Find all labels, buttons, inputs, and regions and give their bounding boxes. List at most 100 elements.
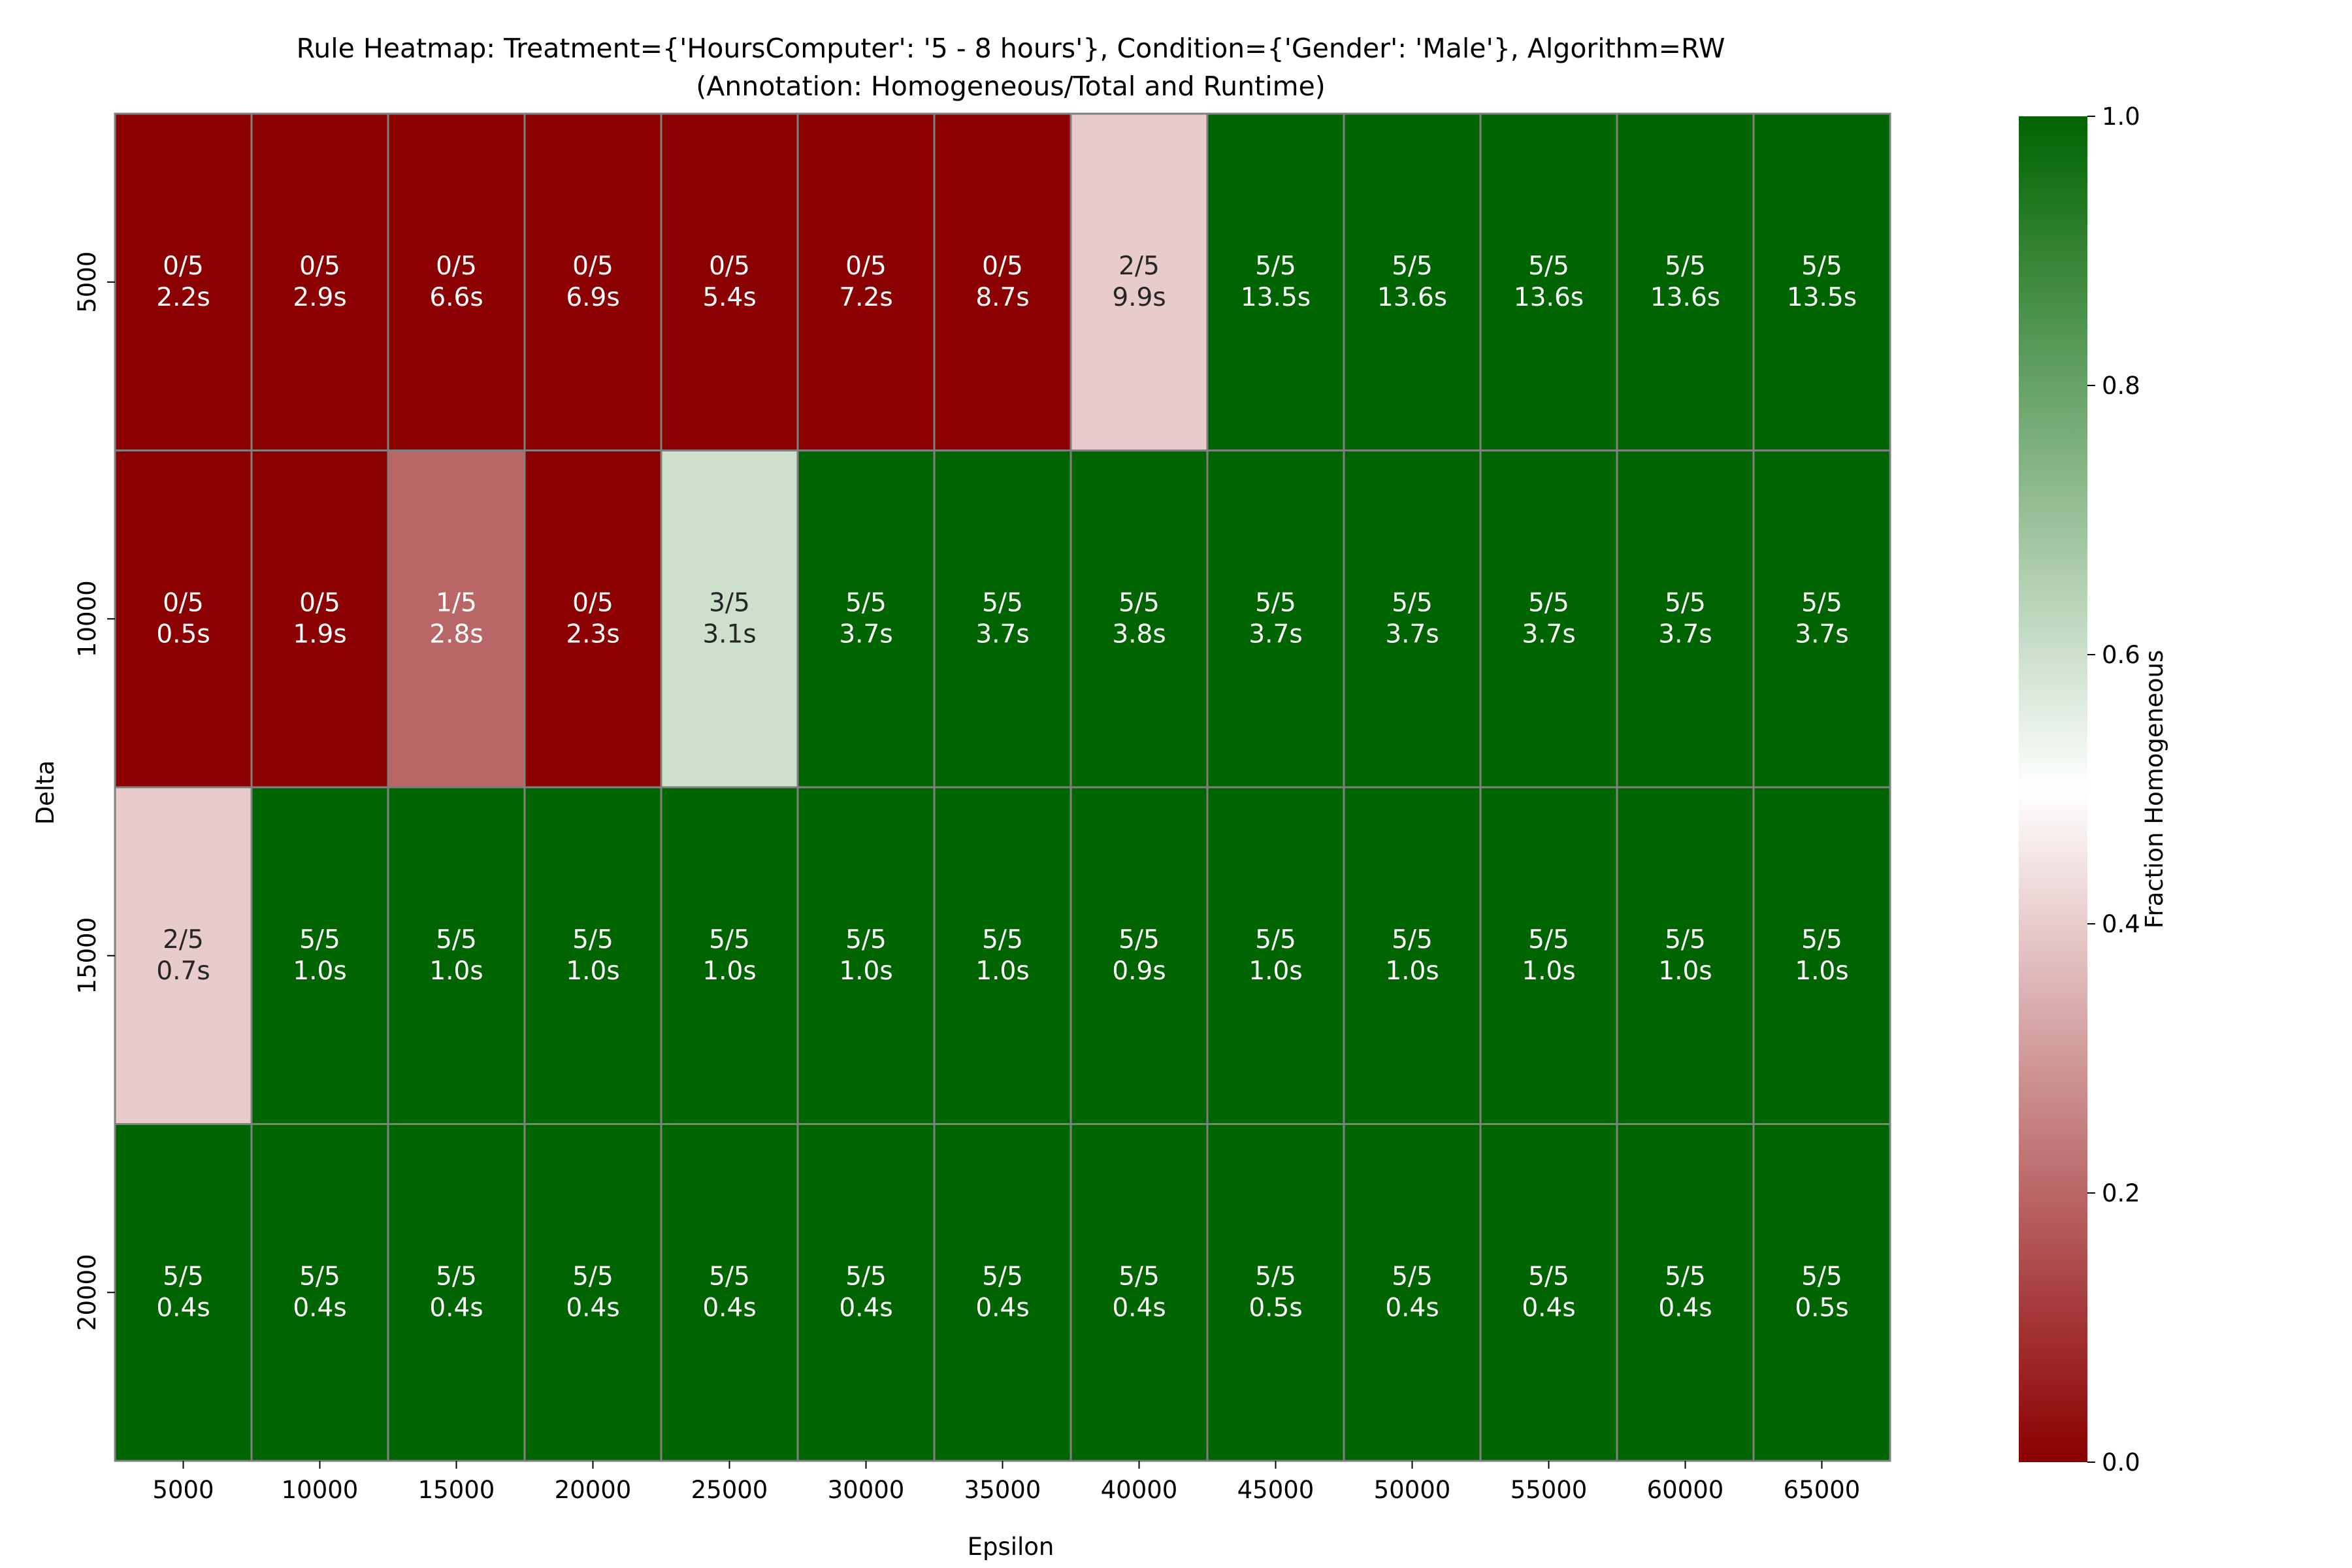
heatmap-cell xyxy=(933,786,1072,1125)
cell-runtime-label: 1.0s xyxy=(293,956,346,986)
cell-ratio-label: 5/5 xyxy=(299,1262,340,1291)
heatmap-cell xyxy=(250,1123,389,1462)
y-tick-label: 20000 xyxy=(73,1254,101,1331)
cell-ratio-label: 5/5 xyxy=(1392,252,1433,281)
x-axis-label: Epsilon xyxy=(968,1533,1054,1561)
heatmap-cell xyxy=(114,449,253,789)
cell-runtime-label: 1.0s xyxy=(702,956,756,986)
cell-runtime-label: 13.5s xyxy=(1241,283,1311,312)
heatmap-cell xyxy=(1343,449,1482,789)
cell-runtime-label: 0.7s xyxy=(156,956,210,986)
cell-ratio-label: 0/5 xyxy=(436,252,477,281)
heatmap-cell xyxy=(387,112,526,451)
cell-runtime-label: 13.5s xyxy=(1787,283,1857,312)
cell-runtime-label: 3.8s xyxy=(1112,619,1166,649)
cell-runtime-label: 0.4s xyxy=(1112,1293,1166,1322)
cell-runtime-label: 1.0s xyxy=(429,956,483,986)
colorbar-tick-label: 1.0 xyxy=(2102,103,2140,131)
cell-ratio-label: 0/5 xyxy=(163,252,204,281)
heatmap-cell xyxy=(387,786,526,1125)
cell-runtime-label: 0.4s xyxy=(429,1293,483,1322)
x-tick-label: 25000 xyxy=(691,1476,768,1504)
cell-ratio-label: 0/5 xyxy=(163,588,204,617)
cell-ratio-label: 3/5 xyxy=(709,588,750,617)
heatmap-cell xyxy=(1752,112,1891,451)
heatmap-cell xyxy=(1343,786,1482,1125)
heatmap-cell xyxy=(796,786,936,1125)
heatmap-cell xyxy=(1343,1123,1482,1462)
cell-ratio-label: 5/5 xyxy=(1801,1262,1842,1291)
heatmap-cell xyxy=(114,1123,253,1462)
heatmap-cell xyxy=(796,1123,936,1462)
cell-runtime-label: 0.9s xyxy=(1112,956,1166,986)
heatmap-cell xyxy=(1070,112,1209,451)
cell-ratio-label: 5/5 xyxy=(1528,1262,1569,1291)
heatmap-cell xyxy=(660,786,799,1125)
cell-ratio-label: 5/5 xyxy=(1801,588,1842,617)
heatmap-cell xyxy=(1752,786,1891,1125)
colorbar-tick-label: 0.8 xyxy=(2102,372,2140,400)
cell-runtime-label: 1.0s xyxy=(566,956,619,986)
colorbar-tick-label: 0.4 xyxy=(2102,910,2140,938)
heatmap-cell xyxy=(114,112,253,451)
heatmap-cell xyxy=(1479,1123,1618,1462)
heatmap-cell xyxy=(933,449,1072,789)
cell-ratio-label: 5/5 xyxy=(572,925,613,955)
heatmap-cell xyxy=(1752,1123,1891,1462)
cell-ratio-label: 2/5 xyxy=(1119,252,1160,281)
cell-ratio-label: 5/5 xyxy=(1801,252,1842,281)
cell-runtime-label: 0.5s xyxy=(1795,1293,1848,1322)
cell-ratio-label: 5/5 xyxy=(845,925,887,955)
cell-runtime-label: 5.4s xyxy=(702,283,756,312)
x-axis: 5000 10000 15000 20000 25000 30000 35000 40000 4… xyxy=(152,1461,1860,1504)
x-tick-label: 55000 xyxy=(1511,1476,1588,1504)
cell-ratio-label: 0/5 xyxy=(299,588,340,617)
cell-runtime-label: 0.4s xyxy=(566,1293,619,1322)
heatmap-cell xyxy=(1616,112,1755,451)
cell-ratio-label: 5/5 xyxy=(1119,588,1160,617)
cell-ratio-label: 5/5 xyxy=(982,1262,1023,1291)
heatmap-cell xyxy=(523,449,662,789)
x-tick-label: 50000 xyxy=(1374,1476,1451,1504)
x-tick-label: 45000 xyxy=(1237,1476,1315,1504)
heatmap-cell xyxy=(660,1123,799,1462)
heatmap-cell xyxy=(1343,112,1482,451)
cell-runtime-label: 13.6s xyxy=(1650,283,1720,312)
cell-runtime-label: 3.7s xyxy=(1658,619,1712,649)
x-tick-label: 10000 xyxy=(282,1476,359,1504)
heatmap-cell xyxy=(1479,112,1618,451)
cell-ratio-label: 0/5 xyxy=(299,252,340,281)
cell-runtime-label: 2.8s xyxy=(429,619,483,649)
cell-ratio-label: 5/5 xyxy=(299,925,340,955)
cell-runtime-label: 7.2s xyxy=(839,283,892,312)
cell-runtime-label: 1.0s xyxy=(1658,956,1712,986)
cell-runtime-label: 0.5s xyxy=(1249,1293,1302,1322)
heatmap-cell xyxy=(1206,1123,1345,1462)
cell-ratio-label: 5/5 xyxy=(982,925,1023,955)
cell-runtime-label: 0.4s xyxy=(1658,1293,1712,1322)
heatmap-cell xyxy=(1206,449,1345,789)
cell-ratio-label: 5/5 xyxy=(163,1262,204,1291)
cell-runtime-label: 1.0s xyxy=(1795,956,1848,986)
heatmap-cell xyxy=(1616,449,1755,789)
cell-runtime-label: 0.4s xyxy=(156,1293,210,1322)
cell-runtime-label: 0.5s xyxy=(156,619,210,649)
cell-runtime-label: 1.0s xyxy=(1385,956,1439,986)
cell-runtime-label: 0.4s xyxy=(702,1293,756,1322)
heatmap-cell xyxy=(1616,1123,1755,1462)
heatmap-cell xyxy=(1070,449,1209,789)
cell-ratio-label: 2/5 xyxy=(163,925,204,955)
cell-ratio-label: 0/5 xyxy=(845,252,887,281)
cell-ratio-label: 0/5 xyxy=(982,252,1023,281)
cell-runtime-label: 6.9s xyxy=(566,283,619,312)
x-tick-label: 15000 xyxy=(418,1476,495,1504)
cell-runtime-label: 2.2s xyxy=(156,283,210,312)
cell-ratio-label: 5/5 xyxy=(1255,925,1296,955)
colorbar-tick-label: 0.2 xyxy=(2102,1179,2140,1207)
cell-ratio-label: 0/5 xyxy=(572,588,613,617)
x-tick-label: 30000 xyxy=(828,1476,905,1504)
y-axis: 5000 10000 15000 20000 xyxy=(73,252,115,1331)
cell-runtime-label: 0.4s xyxy=(1522,1293,1575,1322)
